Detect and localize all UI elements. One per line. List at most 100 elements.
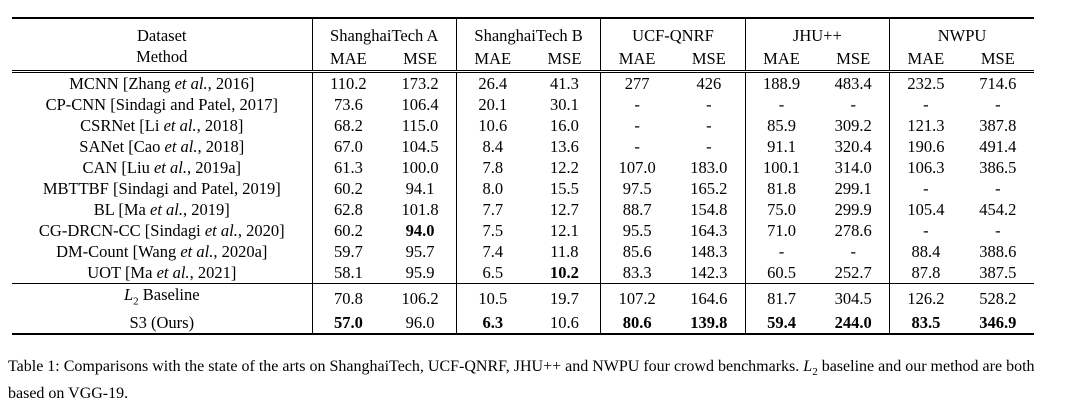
- method-name-text: CSRNet [Li: [80, 116, 164, 135]
- metric-value: 107.0: [600, 157, 673, 178]
- metric-value: 115.0: [401, 116, 439, 135]
- metric-value: 100.1: [744, 157, 818, 178]
- metric-value: 232.5: [889, 71, 962, 94]
- metric-value: 164.3: [690, 221, 728, 240]
- header-dataset-name: ShanghaiTech A: [311, 18, 457, 46]
- metric-value: 13.6: [550, 137, 579, 156]
- table-row: CP-CNN [Sindagi and Patel, 2017] 73.6 106.…: [12, 94, 1034, 115]
- table-row: SANet [Cao et al., 2018] 67.0 104.5 8.4 13.6…: [12, 136, 1034, 157]
- metric-value: 8.4: [455, 136, 529, 157]
- metric-value: 106.4: [401, 95, 439, 114]
- metric-value: 105.4: [889, 199, 962, 220]
- metric-value: 75.0: [744, 199, 818, 220]
- metric-value: 80.6: [600, 312, 673, 335]
- method-name: S3 (Ours): [12, 312, 312, 334]
- method-name: MCNN [Zhang et al., 2016]: [12, 72, 312, 95]
- metric-value: 6.3: [455, 312, 529, 335]
- metric-value: 106.2: [401, 288, 439, 308]
- header-metric: MAE: [311, 46, 385, 72]
- metric-value: 491.4: [979, 137, 1017, 156]
- metric-value: 6.5: [455, 262, 529, 284]
- header-metric: MAE: [889, 46, 962, 72]
- metric-value: 386.5: [979, 158, 1017, 177]
- metric-value: 388.6: [979, 242, 1017, 261]
- method-name-suffix: , 2019]: [183, 200, 230, 219]
- metric-value: -: [889, 178, 962, 199]
- header-dataset-name: UCF-QNRF: [600, 18, 746, 46]
- metric-value: 104.5: [401, 137, 439, 156]
- metric-value: 346.9: [979, 313, 1017, 333]
- metric-value: -: [995, 221, 1001, 240]
- metric-value: 173.2: [401, 74, 439, 93]
- table-row: MCNN [Zhang et al., 2016] 110.2 173.2 26.4 4…: [12, 71, 1034, 95]
- metric-value: 60.2: [311, 220, 385, 241]
- header-method-label: Method: [136, 47, 188, 66]
- metric-value: 101.8: [401, 200, 439, 219]
- metric-value: -: [744, 94, 818, 115]
- method-name: BL [Ma et al., 2019]: [12, 199, 312, 220]
- metric-value: 714.6: [979, 74, 1017, 93]
- metric-value: 188.9: [744, 71, 818, 94]
- metric-value: 314.0: [834, 158, 872, 177]
- metric-value: 454.2: [979, 200, 1017, 219]
- method-name-text: DM-Count [Wang: [56, 242, 181, 261]
- metric-value: 139.8: [690, 313, 728, 333]
- header-dataset-name: NWPU: [889, 18, 1034, 46]
- metric-value: 59.4: [744, 312, 818, 335]
- metric-value: 106.3: [889, 157, 962, 178]
- metric-value: 11.8: [550, 242, 579, 261]
- method-name-text: BL [Ma: [93, 200, 150, 219]
- header-row-metrics: Method MAE MSE MAE MSE MAE MSE MAE MSE M…: [12, 46, 1034, 72]
- metric-value: 70.8: [311, 283, 385, 313]
- metric-value: 126.2: [889, 283, 962, 313]
- metric-value: 7.8: [455, 157, 529, 178]
- metric-value: 59.7: [311, 241, 385, 262]
- metric-value: 96.0: [405, 313, 435, 333]
- method-name-suffix: , 2020]: [237, 221, 285, 240]
- header-metric: MSE: [980, 48, 1015, 68]
- method-name-suffix: , 2018]: [197, 137, 245, 156]
- metric-value: 12.1: [550, 221, 579, 240]
- metric-value: 94.1: [405, 179, 435, 198]
- metric-value: 15.5: [550, 179, 579, 198]
- metric-value: 154.8: [690, 200, 728, 219]
- method-name-italic: et al.: [204, 221, 238, 240]
- metric-value: 85.9: [744, 115, 818, 136]
- method-name: CSRNet [Li et al., 2018]: [12, 115, 312, 136]
- metric-value: 91.1: [744, 136, 818, 157]
- header-metric: MSE: [403, 48, 438, 68]
- method-name-italic: et al.: [153, 158, 187, 177]
- table-row: UOT [Ma et al., 2021] 58.1 95.9 6.5 10.2 83.3…: [12, 262, 1034, 284]
- caption-math-subscript: 2: [812, 366, 818, 379]
- method-name-suffix: , 2021]: [189, 263, 237, 282]
- metric-value: 148.3: [690, 242, 728, 261]
- metric-value: -: [995, 95, 1001, 114]
- header-row-datasets: Dataset ShanghaiTech A ShanghaiTech B UC…: [12, 18, 1034, 46]
- caption-text: Table 1: Comparisons with the state of t…: [8, 358, 804, 375]
- method-name-italic: et al.: [156, 263, 190, 282]
- method-name: CAN [Liu et al., 2019a]: [12, 157, 312, 178]
- metric-value: 67.0: [311, 136, 385, 157]
- header-metric: MSE: [836, 48, 871, 68]
- table-row: BL [Ma et al., 2019] 62.8 101.8 7.7 12.7 88.7…: [12, 199, 1034, 220]
- metric-value: 387.8: [979, 116, 1017, 135]
- metric-value: 299.1: [834, 179, 872, 198]
- metric-value: 309.2: [834, 116, 872, 135]
- metric-value: 58.1: [311, 262, 385, 284]
- metric-value: 16.0: [550, 116, 579, 135]
- metric-value: 426: [696, 74, 722, 93]
- results-table: Dataset ShanghaiTech A ShanghaiTech B UC…: [12, 17, 1034, 335]
- metric-value: 81.8: [744, 178, 818, 199]
- metric-value: -: [744, 241, 818, 262]
- metric-value: 110.2: [311, 71, 385, 94]
- metric-value: -: [889, 220, 962, 241]
- metric-value: 61.3: [311, 157, 385, 178]
- method-name: CG-DRCN-CC [Sindagi et al., 2020]: [12, 220, 312, 241]
- metric-value: 57.0: [311, 312, 385, 335]
- metric-value: 183.0: [690, 158, 728, 177]
- metric-value: 12.7: [550, 200, 579, 219]
- caption-math: L: [803, 358, 813, 375]
- method-name-subscript: 2: [133, 295, 139, 308]
- method-name-italic: et al.: [164, 137, 198, 156]
- table-caption: Table 1: Comparisons with the state of t…: [8, 356, 1064, 404]
